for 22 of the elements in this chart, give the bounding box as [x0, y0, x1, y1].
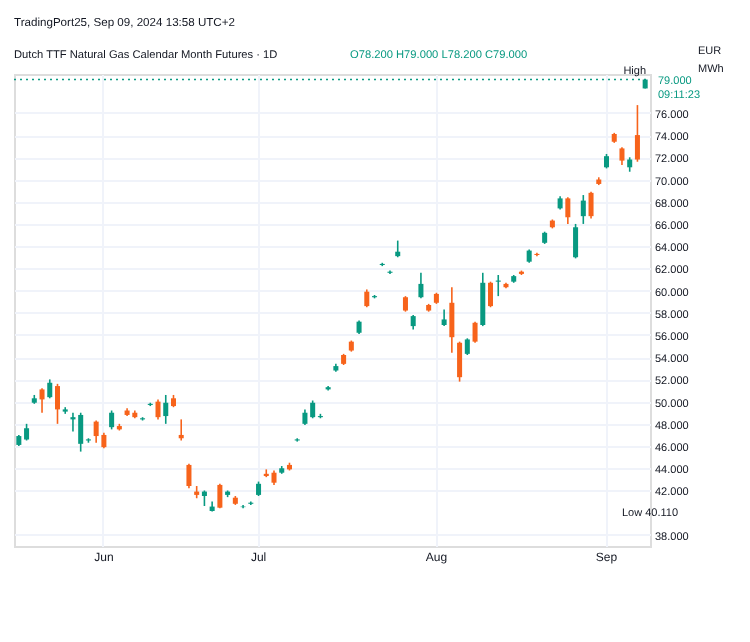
- candlestick: [155, 398, 161, 421]
- candlestick: [480, 272, 486, 327]
- candlestick: [39, 387, 45, 414]
- candlestick: [449, 286, 455, 354]
- candlestick: [163, 394, 169, 425]
- candlestick: [78, 411, 84, 453]
- candlestick: [580, 194, 586, 225]
- candlestick: [54, 383, 61, 425]
- candlestick: [573, 223, 579, 260]
- candlestick: [93, 419, 99, 444]
- candlestick: [634, 104, 640, 163]
- candlestick: [418, 272, 424, 300]
- candlestick: [472, 320, 478, 344]
- candlestick: [109, 409, 115, 431]
- candlestick: [488, 280, 494, 309]
- candlestick: [565, 196, 571, 225]
- candlestick: [588, 190, 594, 220]
- candlestick: [263, 468, 269, 478]
- candlestick: [186, 463, 192, 490]
- candlestick: [457, 340, 463, 383]
- candlestick: [217, 483, 223, 510]
- candlestick: [47, 378, 53, 400]
